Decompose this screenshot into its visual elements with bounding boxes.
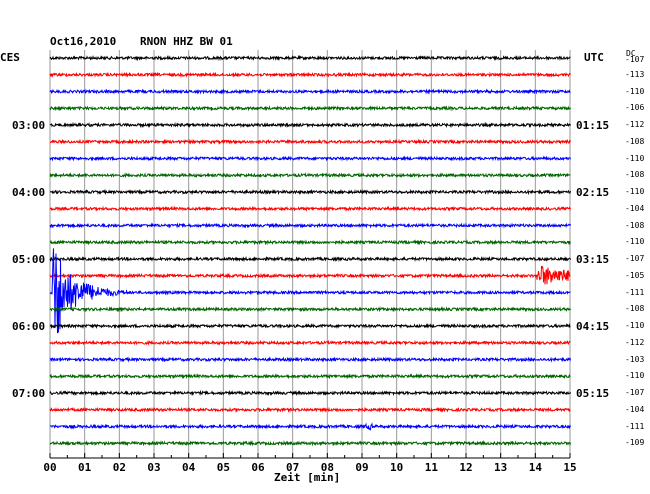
x-tick-label-15: 15 bbox=[563, 461, 577, 474]
x-tick-label-12: 12 bbox=[459, 461, 473, 474]
trace-row-10 bbox=[49, 222, 571, 229]
left-hour-label: 05:00 bbox=[12, 253, 46, 266]
trace-row-4 bbox=[49, 121, 571, 129]
dc-offset-label: -108 bbox=[625, 220, 645, 230]
station-label: RNON HHZ BW 01 bbox=[140, 35, 233, 48]
trace-row-6 bbox=[49, 155, 571, 162]
trace-row-20 bbox=[49, 389, 571, 397]
dc-offset-label: -110 bbox=[625, 321, 645, 330]
dc-offset-label: -104 bbox=[625, 203, 645, 213]
dc-offset-label: -104 bbox=[625, 404, 645, 414]
dc-offset-label: -112 bbox=[625, 337, 645, 347]
trace-row-16 bbox=[49, 322, 571, 330]
x-axis-label: Zeit [min] bbox=[274, 471, 341, 484]
left-hour-label: 06:00 bbox=[12, 320, 46, 333]
dc-offset-label: -103 bbox=[625, 354, 645, 364]
left-hour-label: 03:00 bbox=[12, 119, 46, 132]
x-tick-label-08: 08 bbox=[320, 461, 334, 474]
dc-offset-label: -111 bbox=[625, 421, 645, 431]
trace-row-7 bbox=[49, 172, 571, 179]
x-tick-label-06: 06 bbox=[251, 461, 265, 474]
trace-row-0 bbox=[49, 54, 571, 62]
dc-offset-label: -107 bbox=[625, 254, 645, 263]
dc-offset-label: -112 bbox=[625, 120, 645, 129]
x-tick-label-05: 05 bbox=[216, 461, 230, 474]
x-tick-label-10: 10 bbox=[390, 461, 404, 474]
x-tick-label-09: 09 bbox=[355, 461, 369, 474]
left-hour-label: 07:00 bbox=[12, 387, 46, 400]
dc-offset-label: -108 bbox=[625, 170, 645, 180]
x-tick-label-14: 14 bbox=[528, 461, 542, 474]
x-tick-label-11: 11 bbox=[424, 461, 438, 474]
dc-offset-label: -111 bbox=[625, 287, 645, 297]
x-tick-label-03: 03 bbox=[147, 461, 161, 474]
trace-row-5 bbox=[50, 138, 571, 145]
right-time-label: 04:15 bbox=[576, 320, 610, 333]
left-hour-label: 04:00 bbox=[12, 186, 46, 199]
trace-row-13 bbox=[49, 265, 571, 285]
x-axis bbox=[49, 453, 571, 459]
trace-row-18 bbox=[49, 356, 571, 363]
dc-label: DC bbox=[626, 49, 636, 58]
dc-offset-label: -110 bbox=[625, 86, 645, 96]
trace-row-11 bbox=[49, 239, 571, 246]
dc-offset-label: -113 bbox=[625, 69, 645, 79]
right-time-label: 03:15 bbox=[576, 253, 610, 266]
seismic-traces bbox=[49, 54, 571, 447]
trace-row-9 bbox=[49, 205, 571, 212]
trace-row-15 bbox=[49, 306, 571, 313]
trace-row-21 bbox=[49, 406, 571, 413]
trace-row-23 bbox=[49, 440, 571, 447]
trace-row-1 bbox=[49, 71, 571, 78]
x-tick-label-13: 13 bbox=[494, 461, 508, 474]
trace-row-14 bbox=[49, 248, 571, 334]
right-time-label: 01:15 bbox=[576, 119, 610, 132]
dc-offset-label: -109 bbox=[625, 438, 645, 448]
trace-row-8 bbox=[49, 188, 571, 196]
x-tick-label-07: 07 bbox=[286, 461, 300, 474]
trace-row-3 bbox=[49, 105, 571, 112]
x-tick-label-01: 01 bbox=[78, 461, 92, 474]
right-zone-label: UTC bbox=[584, 51, 604, 64]
dc-offset-label: -110 bbox=[625, 187, 645, 196]
x-tick-label-00: 00 bbox=[43, 461, 57, 474]
trace-row-2 bbox=[49, 88, 571, 95]
dc-offset-label: -105 bbox=[625, 270, 645, 280]
right-time-label: 05:15 bbox=[576, 387, 610, 400]
dc-offset-label: -108 bbox=[625, 136, 645, 146]
grid-lines bbox=[49, 50, 571, 458]
dc-offset-label: -110 bbox=[625, 371, 645, 381]
dc-offset-label: -107 bbox=[625, 388, 645, 397]
dc-offset-label: -110 bbox=[625, 153, 645, 163]
x-tick-label-02: 02 bbox=[112, 461, 126, 474]
dc-offset-label: -108 bbox=[625, 304, 645, 314]
dc-offset-label: -110 bbox=[625, 237, 645, 247]
trace-row-19 bbox=[49, 373, 571, 380]
date-label: Oct16,2010 bbox=[50, 35, 117, 48]
dc-offset-label: -106 bbox=[625, 103, 645, 113]
trace-row-22 bbox=[49, 422, 571, 431]
x-tick-label-04: 04 bbox=[182, 461, 196, 474]
right-time-label: 02:15 bbox=[576, 186, 610, 199]
trace-row-17 bbox=[49, 339, 571, 346]
left-zone-label: CES bbox=[0, 51, 20, 64]
dc-offset-label: -107 bbox=[625, 55, 645, 64]
trace-row-12 bbox=[49, 255, 571, 263]
